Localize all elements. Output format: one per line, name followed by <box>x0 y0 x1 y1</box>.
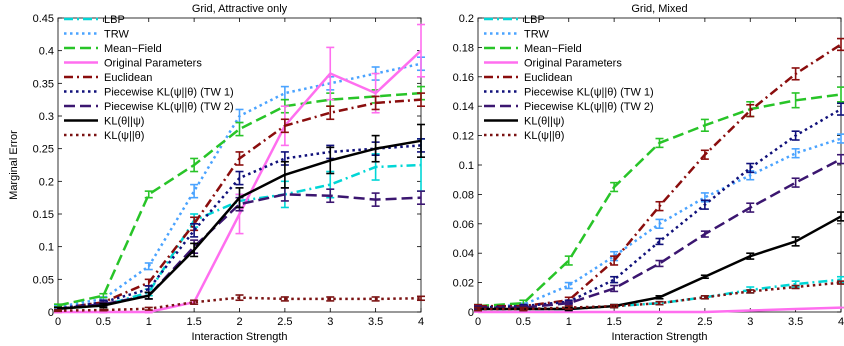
legend-label: TRW <box>524 29 549 41</box>
x-tick-label: 0.5 <box>516 316 531 328</box>
chart-attractive-only: Grid, Attractive only 0 0.5 1 1.5 2 2.5 3 3.5 4 0 0… <box>8 3 425 343</box>
x-tick-label: 1.5 <box>186 316 201 328</box>
y-tick-label: 0.08 <box>453 189 474 201</box>
y-tick-label: 0.2 <box>39 176 54 188</box>
y-tick-label: 0.2 <box>459 13 474 25</box>
x-tick-label: 0.5 <box>96 316 111 328</box>
legend-label: KL(ψ||θ) <box>524 130 564 142</box>
series-3 <box>474 306 844 314</box>
legend-label: TRW <box>104 29 129 41</box>
legend-label: Mean−Field <box>524 43 582 55</box>
series-7 <box>54 123 425 311</box>
series-line <box>57 144 422 310</box>
y-tick-label: 0.3 <box>39 111 54 123</box>
legend-label: KL(θ||ψ) <box>524 116 564 128</box>
legend-label: LBP <box>524 14 545 26</box>
y-axis-label: Marginal Error <box>8 130 20 200</box>
y-tick-label: 0.25 <box>33 144 54 156</box>
legend-label: Euclidean <box>104 72 152 84</box>
series-5 <box>474 102 844 310</box>
x-tick-label: 3 <box>747 316 753 328</box>
y-tick-label: 0.14 <box>453 101 474 113</box>
x-tick-label: 1.5 <box>606 316 621 328</box>
y-tick-label: 0 <box>48 307 54 319</box>
series-line <box>57 163 422 310</box>
y-tick-label: 0.45 <box>33 13 54 25</box>
x-tick-label: 2.5 <box>697 316 712 328</box>
series-line <box>57 91 422 307</box>
x-tick-label: 3.5 <box>788 316 803 328</box>
legend-label: Original Parameters <box>524 58 622 70</box>
legend-label: Euclidean <box>524 72 572 84</box>
y-tick-label: 0.02 <box>453 278 474 290</box>
chart-title: Grid, Mixed <box>631 3 687 15</box>
x-tick-label: 0 <box>475 316 481 328</box>
series-line <box>477 108 842 309</box>
legend-label: LBP <box>104 14 125 26</box>
y-tick-label: 0.4 <box>39 46 54 58</box>
series-8 <box>474 280 844 312</box>
legend-label: Piecewise KL(ψ||θ) (TW 2) <box>104 101 234 113</box>
chart-mixed: Grid, Mixed 0 0.5 1 1.5 2 2.5 3 3.5 4 0 0.02 0.04 0.0… <box>453 3 844 343</box>
y-tick-label: 0.15 <box>33 209 54 221</box>
y-tick-label: 0.04 <box>453 248 474 260</box>
x-tick-label: 1 <box>146 316 152 328</box>
x-tick-label: 2 <box>656 316 662 328</box>
x-tick-label: 3 <box>327 316 333 328</box>
y-tick-label: 0.1 <box>459 160 474 172</box>
x-tick-label: 4 <box>838 316 844 328</box>
x-tick-label: 1 <box>566 316 572 328</box>
legend-label: Mean−Field <box>104 43 162 55</box>
y-tick-label: 0.18 <box>453 42 474 54</box>
legend: LBP TRW Mean−Field Original Parameters Eucli… <box>484 14 654 142</box>
series-8 <box>54 294 425 313</box>
series-line <box>57 193 422 310</box>
x-tick-label: 4 <box>418 316 424 328</box>
series-4 <box>54 92 425 311</box>
x-tick-label: 2.5 <box>277 316 292 328</box>
legend-label: Piecewise KL(ψ||θ) (TW 2) <box>524 101 654 113</box>
legend-label: Piecewise KL(ψ||θ) (TW 1) <box>104 87 234 99</box>
legend: LBP TRW Mean−Field Original Parameters Eucli… <box>64 14 234 142</box>
x-axis-label: Interaction Strength <box>191 331 287 343</box>
x-tick-label: 3.5 <box>368 316 383 328</box>
y-tick-label: 0.05 <box>33 274 54 286</box>
legend-label: Original Parameters <box>104 58 202 70</box>
y-tick-label: 0.1 <box>39 242 54 254</box>
y-tick-label: 0.12 <box>453 131 474 143</box>
chart-title: Grid, Attractive only <box>192 3 288 15</box>
x-axis-label: Interaction Strength <box>611 331 707 343</box>
legend-label: Piecewise KL(ψ||θ) (TW 1) <box>524 87 654 99</box>
legend-label: KL(θ||ψ) <box>104 116 144 128</box>
y-tick-label: 0.35 <box>33 78 54 90</box>
x-tick-label: 2 <box>236 316 242 328</box>
y-tick-label: 0.06 <box>453 219 474 231</box>
y-tick-label: 0.16 <box>453 72 474 84</box>
series-1 <box>474 133 844 310</box>
y-tick-label: 0 <box>468 307 474 319</box>
legend-label: KL(ψ||θ) <box>104 130 144 142</box>
x-tick-label: 0 <box>55 316 61 328</box>
